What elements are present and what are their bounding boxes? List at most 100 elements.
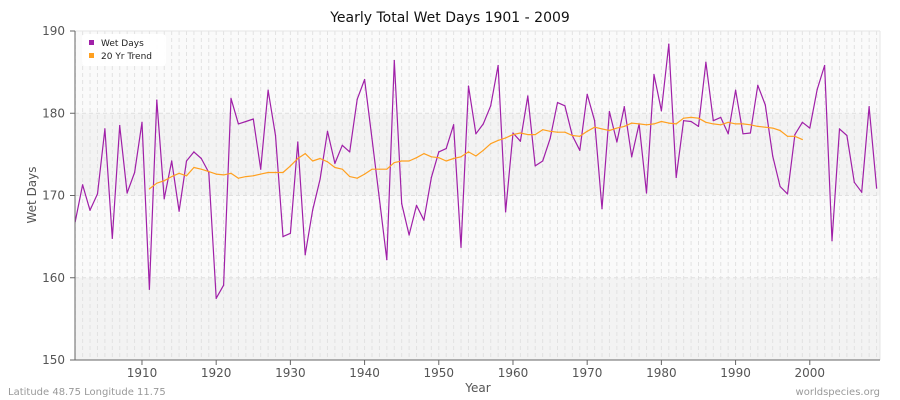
trend-point [208, 171, 210, 173]
legend: Wet Days 20 Yr Trend [82, 34, 166, 66]
wet-days-point [178, 210, 180, 212]
trend-point [304, 152, 306, 155]
trend-point [148, 188, 150, 190]
wet-days-point [200, 157, 202, 160]
wet-days-point [267, 89, 269, 91]
wet-days-point [460, 246, 462, 248]
trend-point [720, 124, 722, 126]
trend-point [801, 138, 803, 141]
trend-point [453, 157, 455, 160]
wet-days-point [549, 138, 551, 140]
wet-days-point [601, 208, 603, 210]
trend-point [712, 123, 714, 125]
wet-days-point [608, 111, 611, 113]
wet-days-point [824, 64, 826, 67]
trend-point [378, 168, 381, 170]
trend-point [616, 127, 618, 129]
wet-days-point [742, 133, 744, 135]
wet-days-point [683, 120, 685, 122]
trend-point [705, 121, 707, 123]
wet-days-point [504, 211, 507, 213]
wet-days-point [853, 181, 855, 183]
trend-point [326, 161, 329, 163]
wet-days-point [289, 232, 291, 234]
wet-days-point [453, 124, 455, 126]
wet-days-point [133, 171, 136, 174]
trend-point [564, 131, 566, 133]
trend-point [252, 175, 254, 177]
trend-point [519, 132, 522, 134]
wet-days-point [497, 64, 499, 67]
wet-days-point [430, 176, 432, 179]
wet-days-point [386, 259, 388, 261]
trend-point [260, 173, 262, 175]
x-tick-label: 1930 [275, 366, 306, 380]
wet-days-point [312, 209, 314, 211]
wet-days-point [519, 140, 522, 142]
trend-point [482, 149, 484, 151]
trend-point [727, 121, 729, 123]
wet-days-point [594, 120, 596, 122]
legend-swatch-trend [89, 53, 94, 58]
plot-band [75, 277, 880, 360]
wet-days-point [868, 106, 870, 108]
trend-point [274, 171, 277, 174]
trend-point [512, 134, 514, 136]
wet-days-point [764, 104, 766, 106]
trend-point [749, 124, 752, 126]
wet-days-point [705, 61, 707, 63]
wet-days-point [126, 192, 128, 194]
wet-days-point [334, 162, 336, 165]
wet-days-point [274, 134, 277, 137]
wet-days-point [861, 191, 863, 193]
trend-point [401, 160, 403, 162]
trend-point [697, 117, 700, 119]
y-tick-label: 190 [42, 24, 65, 38]
wet-days-point [727, 133, 729, 135]
wet-days-point [720, 116, 722, 118]
wet-days-point [645, 192, 648, 194]
y-tick-label: 180 [42, 106, 65, 120]
trend-point [734, 123, 737, 125]
x-tick-label: 1990 [720, 366, 751, 380]
wet-days-point [349, 151, 351, 153]
x-tick-label: 2000 [795, 366, 826, 380]
trend-point [764, 126, 766, 128]
trend-point [504, 137, 507, 139]
trend-point [185, 175, 188, 177]
wet-days-point [252, 118, 254, 120]
wet-days-point [408, 234, 410, 236]
trend-point [490, 143, 492, 145]
wet-days-point [831, 240, 833, 242]
trend-point [408, 160, 410, 162]
wet-days-point [363, 78, 366, 81]
x-tick-label: 1920 [201, 366, 232, 380]
trend-point [668, 122, 670, 124]
trend-point [638, 123, 640, 125]
wet-days-point [749, 132, 752, 134]
trend-point [267, 171, 269, 174]
trend-point [794, 135, 796, 137]
wet-days-point [697, 125, 700, 128]
trend-point [601, 128, 603, 130]
wet-days-point [104, 128, 106, 130]
wet-days-point [341, 144, 343, 146]
trend-point [415, 157, 418, 159]
wet-days-point [875, 187, 878, 189]
trend-point [193, 166, 195, 169]
wet-days-point [415, 204, 418, 206]
wet-days-point [809, 127, 811, 129]
trend-point [675, 123, 677, 125]
wet-days-point [757, 84, 759, 86]
x-tick-label: 1960 [498, 366, 529, 380]
wet-days-point [111, 237, 113, 239]
trend-point [571, 134, 573, 137]
trend-point [445, 160, 447, 162]
trend-point [334, 166, 336, 169]
wet-days-point [556, 101, 559, 104]
trend-point [660, 120, 662, 123]
trend-point [230, 172, 232, 174]
trend-point [772, 127, 774, 129]
trend-point [200, 168, 202, 170]
wet-days-point [668, 43, 670, 45]
